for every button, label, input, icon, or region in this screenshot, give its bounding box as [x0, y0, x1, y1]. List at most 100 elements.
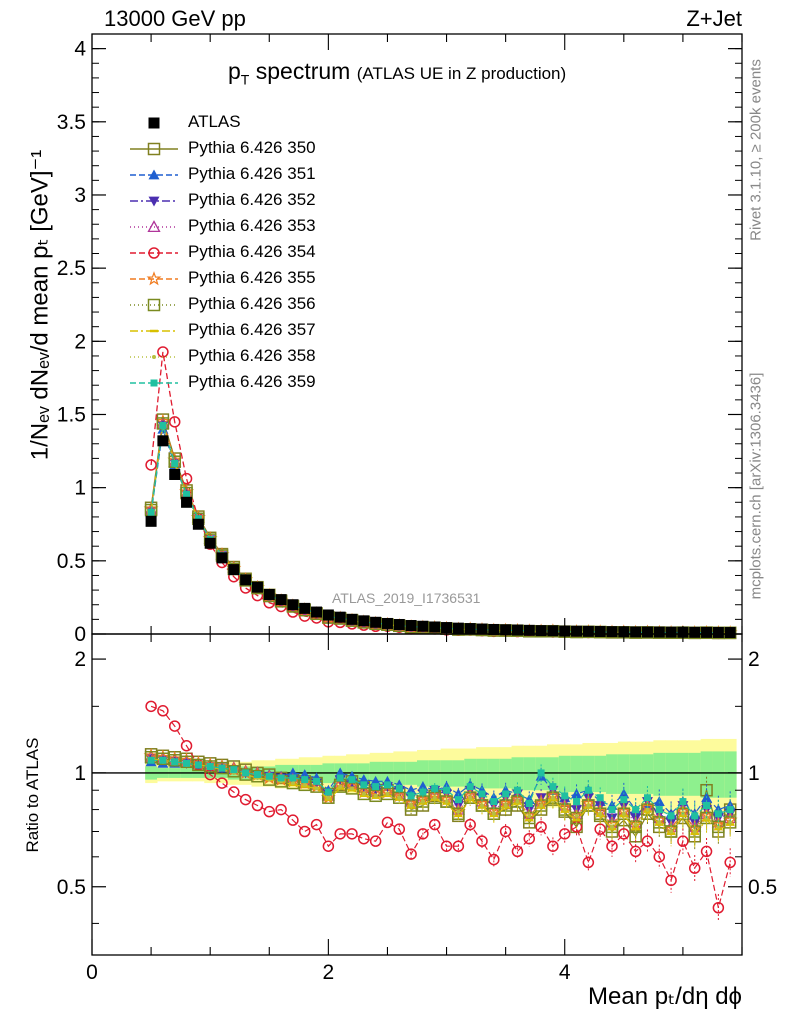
- legend-swatch-atlas: [148, 117, 160, 129]
- ratio-point: [657, 820, 662, 825]
- data-point: [724, 627, 736, 639]
- legend-swatch: [130, 329, 178, 333]
- ratio-point: [561, 792, 569, 800]
- ratio-point: [290, 781, 295, 786]
- band-inner-bin: [700, 751, 713, 798]
- ratio-point: [326, 795, 331, 800]
- ratio-point: [322, 840, 335, 852]
- ratio-point: [444, 799, 449, 804]
- data-point: [145, 515, 157, 527]
- ratio-point: [192, 758, 205, 772]
- ratio-point: [726, 806, 734, 814]
- process-label: Z+Jet: [686, 6, 742, 31]
- ratio-point: [334, 828, 346, 840]
- legend-swatch: [130, 271, 178, 286]
- ratio-point: [419, 788, 427, 796]
- legend-label: Pythia 6.426 351: [188, 164, 316, 183]
- legend-swatch: [130, 220, 178, 233]
- ratio-point: [251, 799, 264, 812]
- ratio-point: [358, 832, 370, 845]
- ratio-point: [503, 803, 508, 808]
- ratio-point: [645, 807, 650, 812]
- data-point: [393, 618, 405, 630]
- legend-label: Pythia 6.426 353: [188, 216, 316, 235]
- ratio-point: [688, 862, 701, 874]
- mcplots-label: mcplots.cern.ch [arXiv:1306.3436]: [747, 372, 765, 600]
- band-inner-bin: [476, 758, 489, 789]
- ratio-point: [310, 818, 323, 831]
- ratio-point: [183, 759, 191, 767]
- ratio-point: [369, 835, 382, 847]
- ratio-point: [313, 777, 321, 785]
- ratio-point: [145, 700, 157, 713]
- band-inner-bin: [629, 754, 643, 794]
- ratio-point: [468, 795, 473, 800]
- data-point: [168, 416, 181, 428]
- ratio-tick-label: 1: [74, 762, 86, 785]
- ratio-point: [314, 786, 319, 791]
- data-point: [159, 421, 167, 429]
- ratio-point: [464, 818, 476, 831]
- ratio-point: [586, 803, 591, 808]
- legend-swatch: [130, 142, 178, 156]
- ratio-point: [360, 781, 368, 789]
- band-inner-bin: [724, 751, 737, 798]
- ratio-point: [594, 823, 606, 835]
- ratio-point: [346, 828, 358, 840]
- data-point: [488, 623, 500, 635]
- ratio-point: [324, 788, 332, 796]
- data-point: [169, 468, 181, 480]
- x-tick-label: 4: [559, 961, 571, 984]
- analysis-label: ATLAS_2019_I1736531: [332, 590, 481, 606]
- ratio-point: [381, 787, 394, 801]
- ratio-point: [298, 825, 311, 838]
- ratio-point: [665, 874, 677, 887]
- ratio-point: [476, 835, 488, 847]
- data-point: [334, 611, 346, 623]
- ratio-point: [535, 821, 547, 833]
- ratio-point: [653, 851, 666, 863]
- ratio-point: [610, 824, 614, 829]
- data-point: [192, 518, 204, 530]
- data-point: [275, 594, 287, 606]
- ratio-point: [428, 818, 441, 831]
- ratio-point: [357, 787, 371, 801]
- data-point: [251, 581, 263, 593]
- data-point: [228, 564, 240, 576]
- ratio-point: [629, 845, 642, 858]
- data-point: [476, 623, 488, 635]
- series-atlas: [145, 435, 736, 639]
- ratio-point: [385, 791, 390, 796]
- legend-swatch: [130, 169, 178, 180]
- title-rest: spectrum: [249, 58, 351, 84]
- ratio-tick-label: 2: [74, 648, 86, 671]
- band-inner-bin: [665, 752, 678, 796]
- ratio-point: [547, 840, 559, 852]
- band-inner-bin: [558, 755, 572, 793]
- data-point: [180, 472, 193, 485]
- ratio-point: [393, 823, 406, 835]
- ratio-point: [558, 828, 571, 840]
- ratio-point: [490, 798, 498, 806]
- ratio-point: [667, 812, 675, 820]
- ratio-point: [478, 790, 486, 798]
- ratio-point: [287, 814, 299, 826]
- band-inner-bin: [523, 757, 536, 791]
- ratio-point: [180, 739, 193, 752]
- ratio-point: [432, 795, 437, 800]
- band-inner-bin: [606, 754, 619, 794]
- data-point: [311, 606, 323, 618]
- legend-label: ATLAS: [188, 112, 241, 131]
- ratio-point: [277, 774, 285, 782]
- data-point: [641, 626, 653, 638]
- ratio-axis-label: Ratio to ATLAS: [23, 737, 42, 853]
- data-point: [594, 626, 606, 638]
- ratio-point: [338, 784, 343, 789]
- ratio-point: [598, 811, 603, 816]
- ratio-point: [643, 794, 651, 802]
- data-point: [322, 609, 334, 621]
- ratio-tick-label: 0.5: [57, 876, 86, 899]
- ratio-point: [456, 809, 461, 814]
- ratio-point: [549, 783, 557, 791]
